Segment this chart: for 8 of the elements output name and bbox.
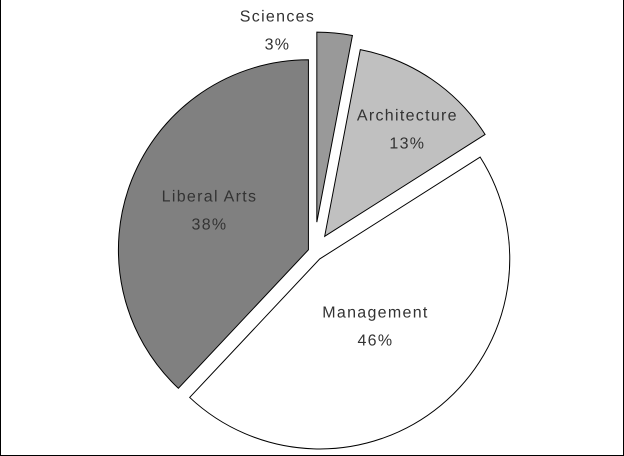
data-label: 13% (388, 135, 425, 152)
slice-label: Sciences (239, 8, 315, 25)
slice-label: Architecture (356, 107, 458, 124)
slice-label: Management (322, 304, 428, 321)
data-label: 46% (356, 332, 393, 349)
data-label: 3% (264, 36, 290, 53)
slice-label: Liberal Arts (161, 188, 257, 206)
data-label: 38% (191, 216, 227, 234)
